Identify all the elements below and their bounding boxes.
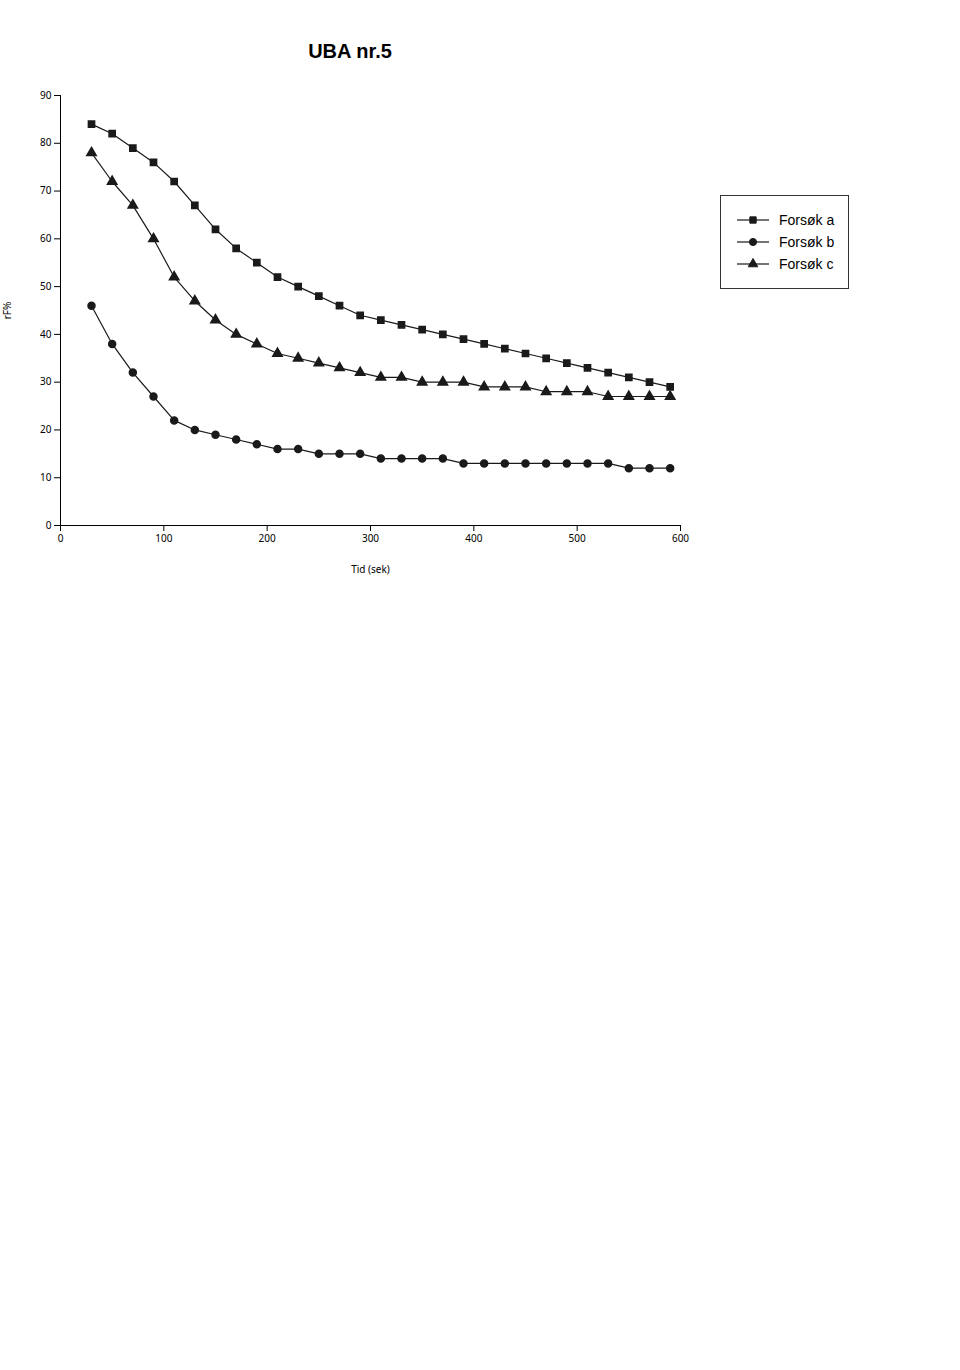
html-text:Forsøk c: Forsøk c [779, 256, 834, 272]
svg-text:Tid (sek): Tid (sek) [351, 562, 390, 576]
svg-text:300: 300 [362, 531, 379, 545]
html-text:Forsøk b: Forsøk b [779, 234, 835, 250]
svg-text:0: 0 [46, 518, 52, 532]
svg-text:600: 600 [672, 531, 689, 545]
svg-text:rF%: rF% [0, 302, 14, 320]
html-text:Forsøk a: Forsøk a [779, 212, 835, 228]
svg-text:80: 80 [40, 135, 52, 149]
svg-text:60: 60 [40, 231, 52, 245]
svg-text:100: 100 [155, 531, 172, 545]
svg-text:500: 500 [569, 531, 586, 545]
svg-text:90: 90 [40, 88, 52, 102]
svg-text:0: 0 [58, 531, 64, 545]
svg-text:40: 40 [40, 327, 52, 341]
svg-text:20: 20 [40, 422, 52, 436]
svg-text:10: 10 [40, 470, 52, 484]
svg-text:400: 400 [465, 531, 482, 545]
svg-text:30: 30 [40, 374, 52, 388]
svg-text:70: 70 [40, 183, 52, 197]
svg-text:200: 200 [259, 531, 276, 545]
html-text:UBA nr.5: UBA nr.5 [308, 40, 392, 62]
svg-text:50: 50 [40, 279, 52, 293]
